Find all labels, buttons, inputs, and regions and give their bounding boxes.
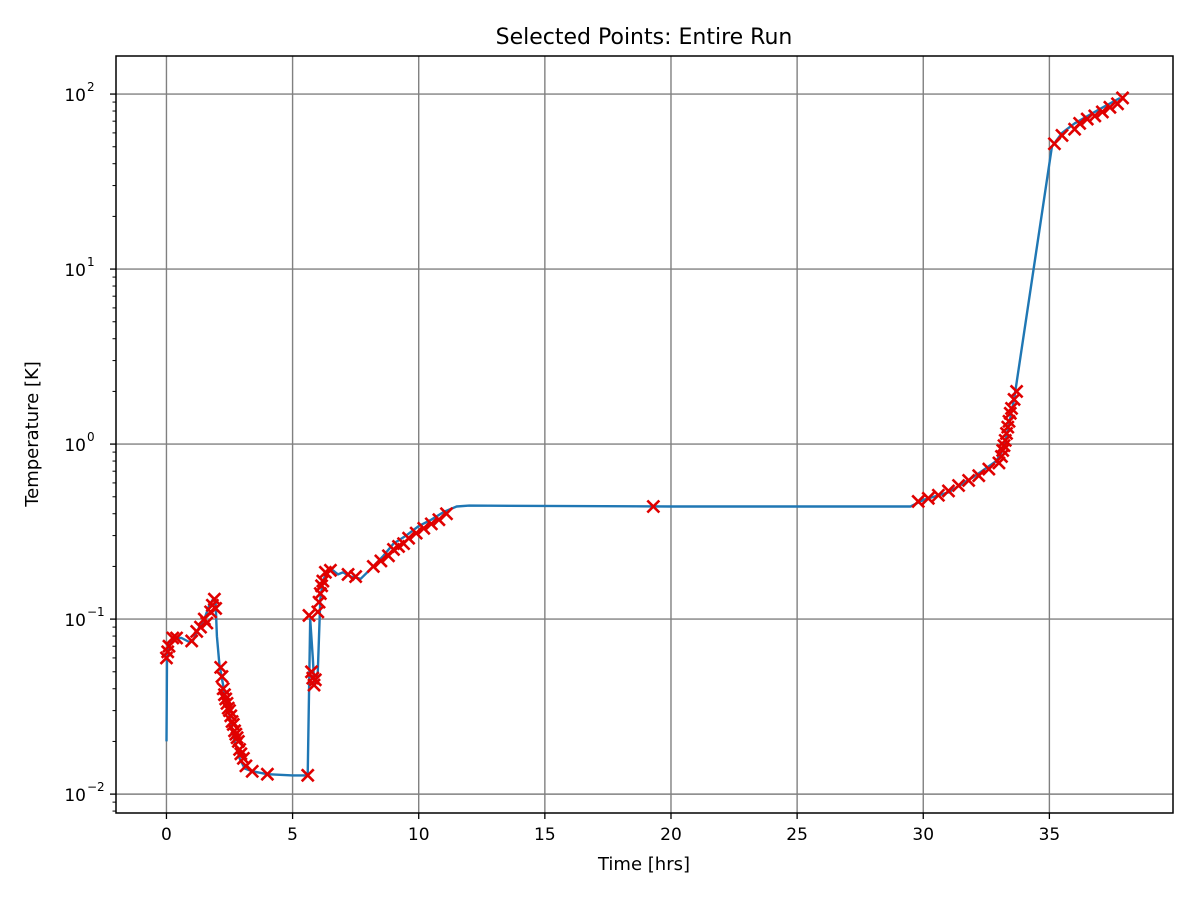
x-tick-label: 0 bbox=[161, 825, 172, 845]
selected-point-marker bbox=[1095, 105, 1110, 119]
grid bbox=[116, 56, 1173, 813]
selected-point-marker bbox=[245, 764, 260, 779]
plot-frame bbox=[115, 55, 1174, 814]
selected-point-marker bbox=[424, 516, 439, 531]
selected-point-marker bbox=[911, 494, 926, 509]
selected-point-marker bbox=[230, 730, 245, 745]
x-tick-label: 15 bbox=[534, 825, 556, 845]
selected-point-marker bbox=[232, 742, 247, 757]
selected-point-marker bbox=[951, 478, 966, 493]
selected-point-marker bbox=[981, 462, 996, 476]
selected-point-marker bbox=[260, 767, 275, 782]
x-tick-label: 25 bbox=[786, 825, 808, 845]
y-tick-exponent: 2 bbox=[87, 80, 95, 94]
selected-point-marker bbox=[921, 491, 936, 506]
selected-point-marker bbox=[961, 473, 976, 488]
selected-point-marker bbox=[169, 631, 184, 645]
selected-point-marker bbox=[1115, 91, 1130, 105]
selected-point-marker bbox=[416, 521, 431, 536]
selected-point-marker bbox=[1087, 109, 1102, 123]
selected-point-marker bbox=[208, 601, 223, 616]
y-tick-exponent: −2 bbox=[87, 780, 105, 794]
selected-point-marker bbox=[193, 620, 208, 635]
x-tick-label: 35 bbox=[1039, 825, 1061, 845]
chart-title: Selected Points: Entire Run bbox=[496, 25, 793, 50]
x-tick-label: 20 bbox=[660, 825, 682, 845]
selected-point-marker bbox=[302, 608, 316, 623]
y-tick-exponent: 0 bbox=[87, 430, 95, 444]
selected-point-marker bbox=[931, 488, 946, 503]
selected-point-marker bbox=[1055, 128, 1069, 143]
y-tick-label: 10 bbox=[64, 786, 86, 806]
x-tick-label: 10 bbox=[408, 825, 430, 845]
selected-point-marker bbox=[1080, 112, 1095, 126]
selected-point-marker bbox=[646, 499, 661, 514]
selected-point-marker bbox=[373, 554, 388, 568]
selected-point-marker bbox=[439, 506, 454, 521]
x-axis-label: Time [hrs] bbox=[597, 854, 690, 875]
selected-point-marker bbox=[401, 531, 416, 546]
selected-point-marker bbox=[236, 751, 251, 766]
y-tick-label: 10 bbox=[64, 611, 86, 631]
selected-point-marker bbox=[366, 559, 381, 574]
selected-point-marker bbox=[308, 672, 323, 687]
y-tick-label: 10 bbox=[64, 261, 86, 281]
selected-point-marker bbox=[215, 669, 229, 684]
x-axis: 0 5 10 15 20 25 30 35 bbox=[161, 813, 1060, 845]
selected-point-marker bbox=[1007, 392, 1021, 407]
selected-point-marker bbox=[199, 616, 214, 630]
y-tick-exponent: 1 bbox=[87, 255, 95, 269]
y-tick-label: 10 bbox=[64, 86, 86, 106]
selected-point-marker bbox=[409, 526, 424, 541]
selected-point-marker bbox=[1103, 100, 1117, 115]
x-tick-label: 30 bbox=[912, 825, 934, 845]
y-tick-exponent: −1 bbox=[87, 605, 105, 619]
selected-point-marker bbox=[971, 468, 986, 483]
selected-point-marker bbox=[184, 634, 199, 648]
selected-point-marker bbox=[300, 768, 315, 783]
selected-point-marker bbox=[1009, 384, 1024, 399]
selected-point-marker bbox=[941, 484, 956, 498]
y-axis-label: Temperature [K] bbox=[22, 361, 43, 508]
selected-point-marker bbox=[995, 443, 1010, 458]
selected-point-marker bbox=[1072, 116, 1087, 131]
y-tick-label: 10 bbox=[64, 436, 86, 456]
x-tick-label: 5 bbox=[287, 825, 298, 845]
selected-point-marker bbox=[165, 631, 180, 645]
selected-point-marker bbox=[314, 578, 329, 593]
selected-point-marker bbox=[323, 563, 338, 578]
selected-point-marker bbox=[348, 569, 363, 584]
plot-area bbox=[159, 91, 1130, 783]
